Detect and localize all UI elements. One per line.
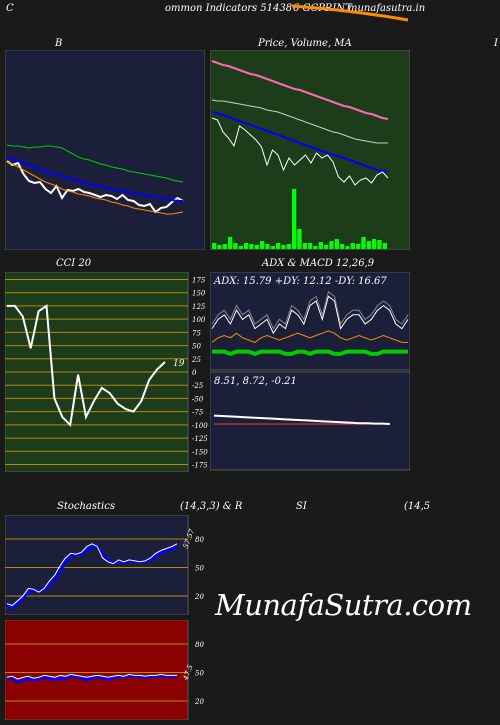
cci-tick-label: -175 <box>192 462 208 470</box>
header-c-label: C <box>6 3 14 14</box>
volume-bar <box>244 243 249 249</box>
watermark: MunafaSutra.com <box>215 588 472 622</box>
rsi-line-white <box>6 673 177 680</box>
volume-bar <box>270 246 275 249</box>
macd-line <box>213 414 391 425</box>
macd-values-label: 8.51, 8.72, -0.21 <box>214 376 297 387</box>
panel-cci-title: CCI 20 <box>56 258 92 269</box>
volume-bar <box>222 244 227 249</box>
volume-bar <box>372 239 377 249</box>
header-title: ommon Indicators 51438 <box>165 3 293 14</box>
header-swoosh <box>291 4 409 22</box>
rsi-tick-label: 20 <box>194 698 204 706</box>
volume-bar <box>265 244 270 249</box>
price-chart <box>210 50 410 250</box>
cci-tick-label: 50 <box>192 343 201 351</box>
volume-bar <box>377 240 382 249</box>
header-right-label: I <box>494 38 498 49</box>
cci-tick-label: 75 <box>192 329 201 337</box>
volume-bar <box>334 239 339 249</box>
rsi-plot-area <box>5 620 189 720</box>
volume-bar <box>356 244 361 249</box>
volume-bar <box>340 244 345 249</box>
volume-bar <box>292 189 297 249</box>
panel-b-title: B <box>55 38 63 49</box>
bollinger-plot-area <box>5 50 205 250</box>
volume-bar <box>254 245 259 249</box>
price-plot-area <box>210 50 410 250</box>
stoch-tick-label: 50 <box>195 565 204 573</box>
cci-line <box>7 304 166 428</box>
cci-tick-label: -150 <box>192 448 208 456</box>
volume-bar <box>318 242 323 249</box>
adx-series-2 <box>211 330 408 343</box>
volume-bar <box>302 243 307 249</box>
volume-bar <box>238 246 243 249</box>
cci-tick-label: -125 <box>192 435 208 443</box>
volume-bar <box>350 243 355 249</box>
volume-bar <box>260 241 265 249</box>
volume-bar <box>281 245 286 249</box>
bollinger-series-0 <box>6 160 184 214</box>
volume-bar <box>329 241 334 249</box>
panel-stoch-title: Stochastics <box>57 501 115 512</box>
volume-bar <box>286 244 291 249</box>
cci-tick-label: 175 <box>192 277 206 285</box>
rsi-line-blue <box>7 673 177 684</box>
stoch-line-white <box>6 543 178 607</box>
volume-bar <box>313 246 318 249</box>
volume-bar <box>361 237 366 249</box>
price-series-3 <box>211 117 389 186</box>
volume-bar <box>366 241 371 249</box>
volume-bar <box>217 245 222 249</box>
bollinger-chart <box>5 50 205 250</box>
cci-tick-label: -100 <box>192 422 208 430</box>
volume-bar <box>297 229 302 249</box>
adx-macd-chart: ADX: 15.79 +DY: 12.12 -DY: 16.67 8.51, 8… <box>210 272 410 471</box>
header-site: munafasutra.in <box>348 3 426 14</box>
adx-series-3 <box>212 349 408 357</box>
cci-chart: 175 150 125 100 75 50 25 0 -25 -50 -75 -100 -125 -150… <box>5 272 208 472</box>
cci-tick-label: 100 <box>192 316 206 324</box>
panel-price-title: Price, Volume, MA <box>258 38 352 49</box>
bollinger-series-1 <box>6 156 183 202</box>
stoch-plot-area <box>5 515 189 615</box>
panel-rsi-params: (14,5 <box>404 501 431 512</box>
rsi-tick-label: 80 <box>195 641 204 649</box>
bollinger-series-2 <box>6 144 184 183</box>
volume-bar <box>233 243 238 249</box>
volume-bar <box>249 244 254 249</box>
adx-series-1 <box>211 290 409 330</box>
panel-stoch-params: (14,3,3) & R <box>180 501 243 512</box>
adx-series-0 <box>211 295 409 335</box>
volume-bar <box>212 243 217 249</box>
volume-bar <box>382 243 387 249</box>
volume-bar <box>228 237 233 249</box>
adx-values-label: ADX: 15.79 +DY: 12.12 -DY: 16.67 <box>213 276 387 287</box>
volume-bar <box>276 243 281 249</box>
cci-tick-label: -25 <box>192 382 204 390</box>
stoch-tick-label: 20 <box>194 593 204 601</box>
cci-tick-label: 125 <box>192 303 206 311</box>
bollinger-series-3 <box>6 161 184 215</box>
price-series-0 <box>211 60 389 120</box>
panel-adx-title: ADX & MACD 12,26,9 <box>262 258 375 269</box>
volume-bar <box>345 246 350 249</box>
panel-rsi-title: SI <box>296 501 307 512</box>
rsi-tick-label: 50 <box>195 670 204 678</box>
cci-last-value: 19 <box>173 359 185 369</box>
volume-bar <box>308 243 313 249</box>
price-series-2 <box>211 111 389 173</box>
cci-tick-label: 0 <box>192 369 197 377</box>
cci-tick-label: -50 <box>192 395 204 403</box>
price-series-1 <box>211 99 388 144</box>
cci-tick-label: -75 <box>192 409 204 417</box>
stoch-tick-label: 80 <box>195 536 204 544</box>
cci-tick-label: 150 <box>192 290 206 298</box>
cci-tick-label: 25 <box>191 356 201 364</box>
volume-bar <box>324 245 329 249</box>
